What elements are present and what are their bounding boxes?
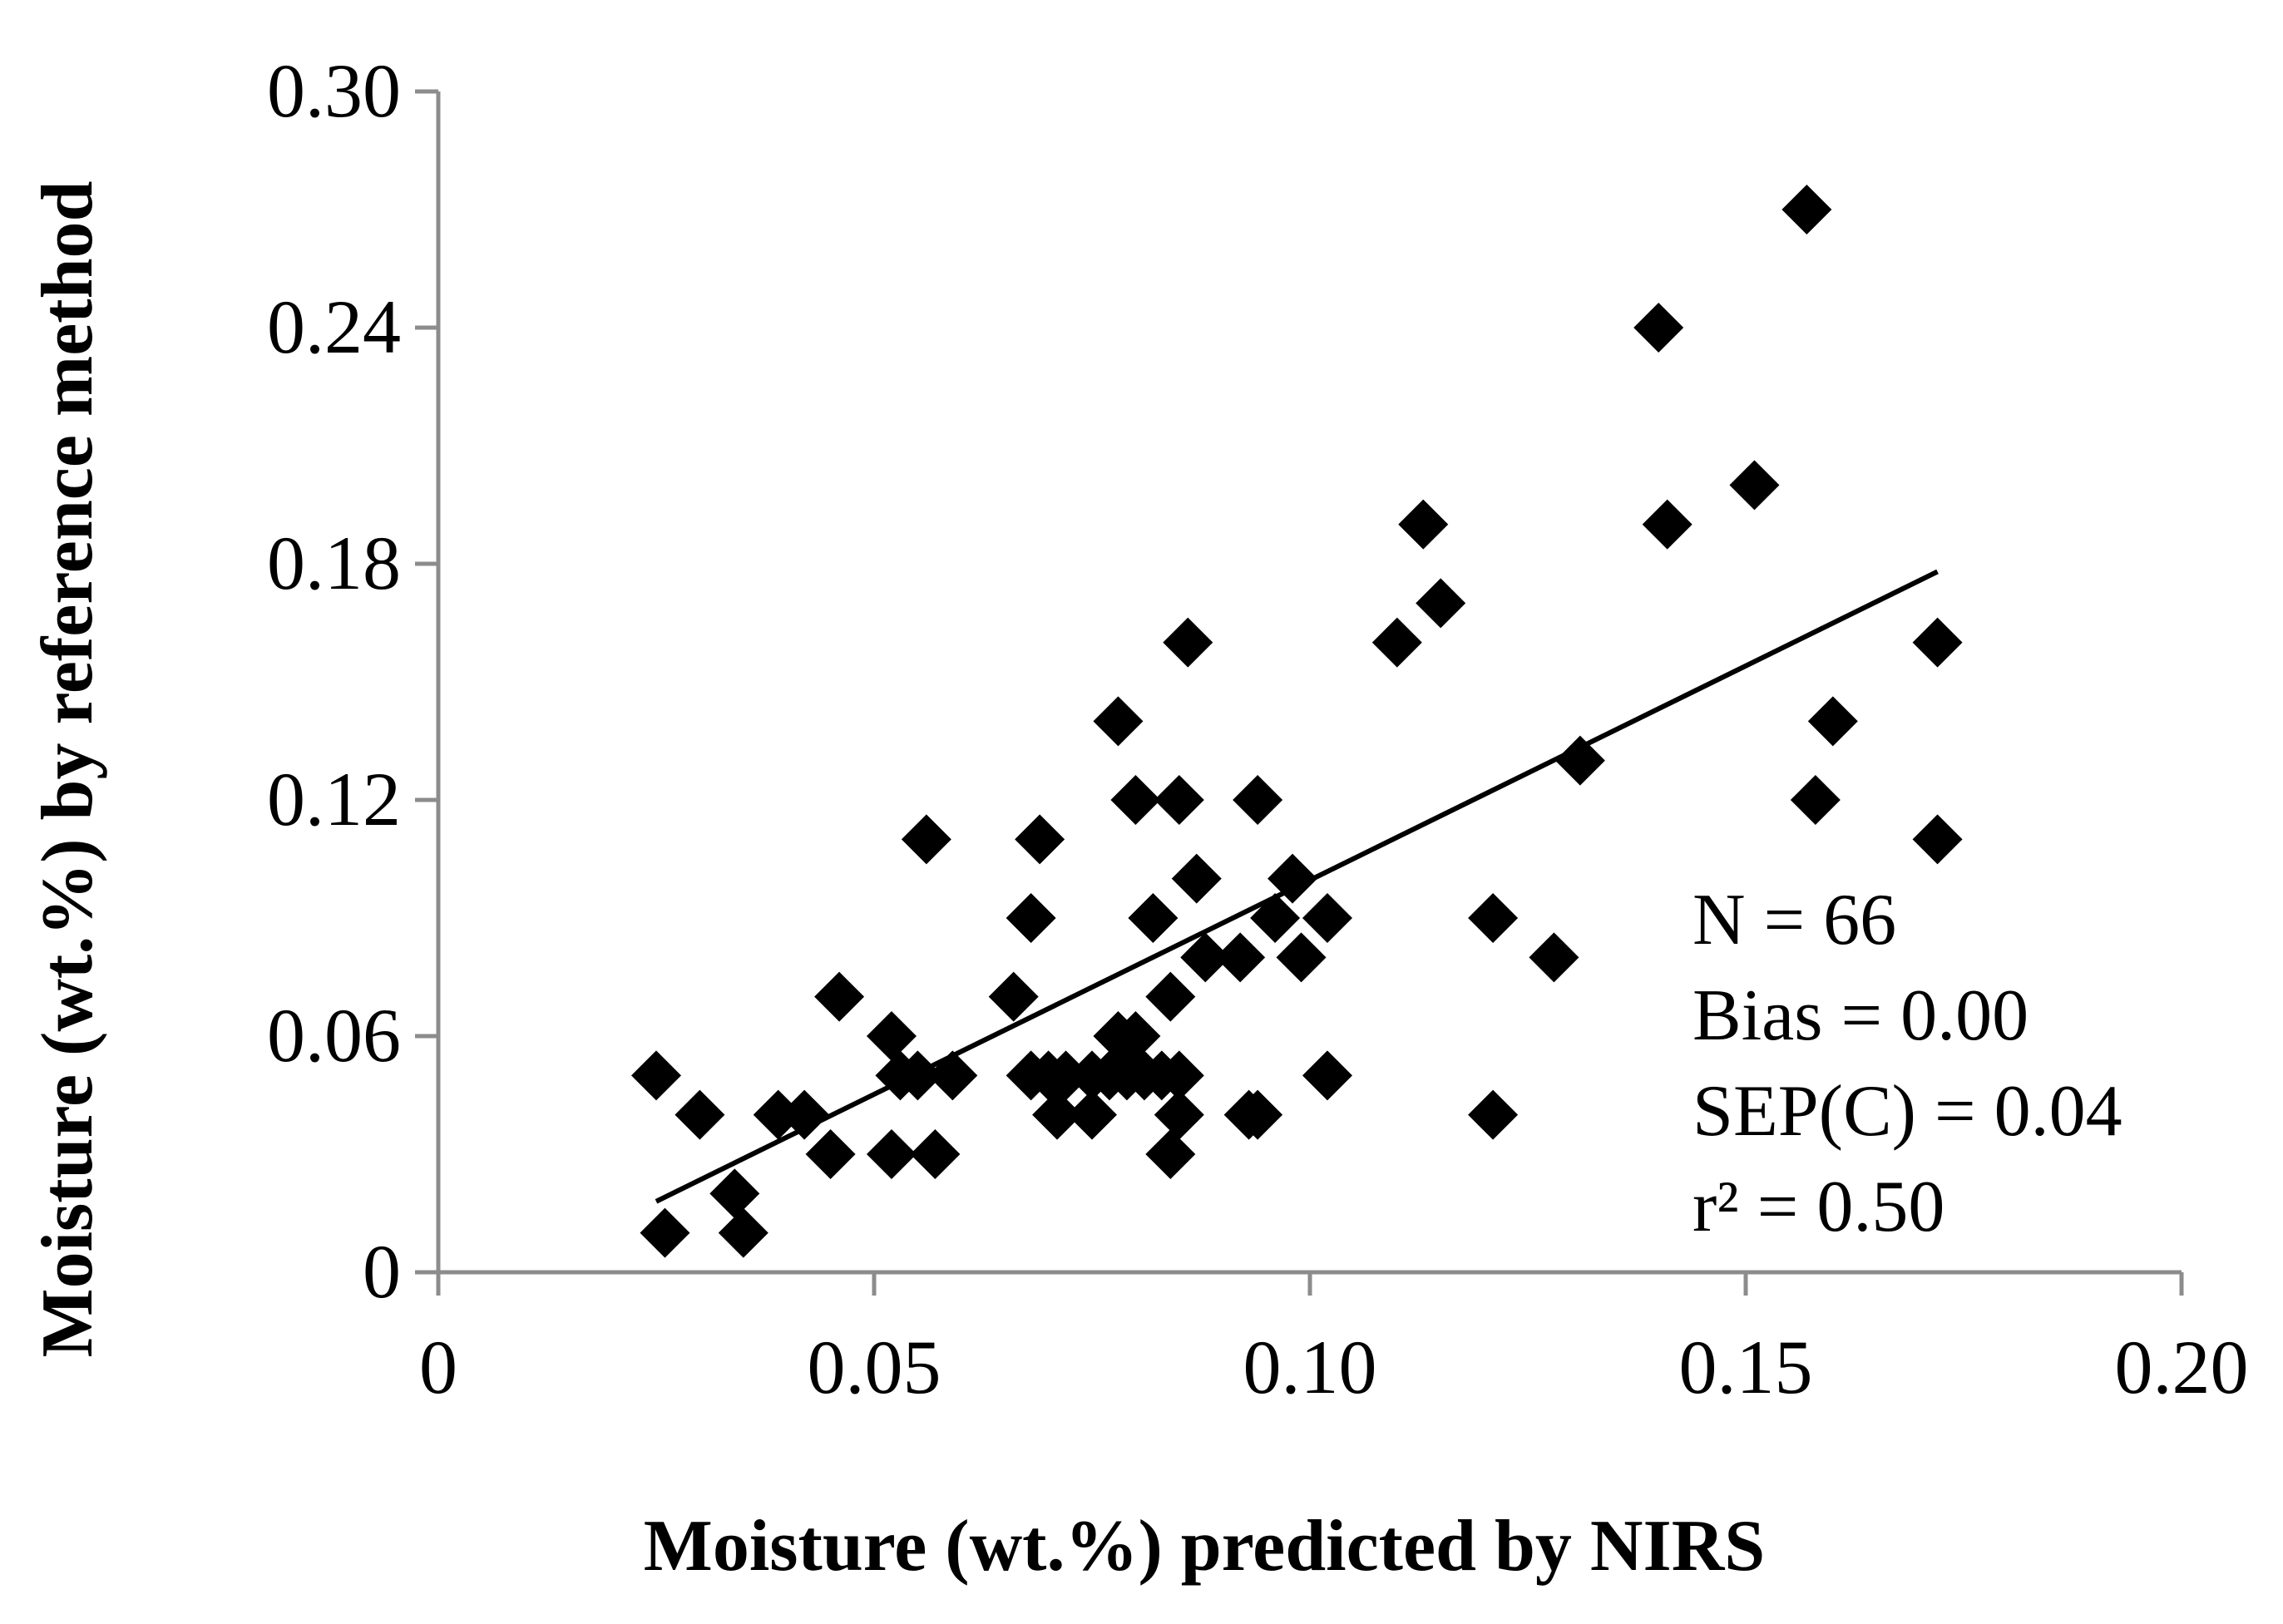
- data-point: [1145, 1129, 1196, 1179]
- data-point: [1154, 1089, 1204, 1140]
- data-point: [1268, 853, 1318, 904]
- stat-n: N = 66: [1692, 880, 1896, 960]
- data-point: [709, 1168, 760, 1219]
- data-point: [1468, 893, 1519, 943]
- data-point: [1032, 1089, 1083, 1140]
- y-tick-label: 0.24: [267, 284, 401, 369]
- data-point: [1633, 303, 1684, 353]
- x-tick-label: 0: [419, 1325, 457, 1409]
- data-point: [1790, 775, 1841, 825]
- data-point: [866, 1011, 917, 1061]
- data-point: [1180, 932, 1231, 983]
- y-tick-label: 0.30: [267, 48, 401, 133]
- data-point: [753, 1089, 803, 1140]
- data-point: [805, 1129, 856, 1179]
- stat-bias: Bias = 0.00: [1692, 975, 2029, 1056]
- data-point: [910, 1129, 961, 1179]
- data-point: [1468, 1089, 1519, 1140]
- data-point: [1093, 696, 1144, 747]
- data-point: [1015, 814, 1065, 865]
- data-point: [1223, 1089, 1274, 1140]
- data-point: [1302, 893, 1352, 943]
- data-point: [1529, 932, 1579, 983]
- x-tick-label: 0.10: [1243, 1325, 1377, 1409]
- stat-sep: SEP(C) = 0.04: [1692, 1071, 2122, 1152]
- stat-r2: r² = 0.50: [1692, 1167, 1945, 1247]
- data-point: [988, 971, 1039, 1022]
- data-point: [1912, 617, 1963, 668]
- data-point: [640, 1207, 690, 1258]
- data-point: [1154, 1050, 1204, 1101]
- data-point: [1642, 499, 1692, 550]
- data-point: [1163, 617, 1213, 668]
- y-tick-label: 0: [363, 1229, 401, 1314]
- data-point: [1110, 1011, 1161, 1061]
- data-point: [814, 971, 865, 1022]
- data-point: [1110, 775, 1161, 825]
- data-point: [1006, 893, 1056, 943]
- data-point: [1781, 185, 1832, 234]
- data-point: [1145, 971, 1196, 1022]
- data-point: [1416, 578, 1466, 629]
- data-point: [1302, 1050, 1352, 1101]
- data-point: [631, 1050, 681, 1101]
- data-point: [779, 1089, 830, 1140]
- data-point: [1807, 696, 1858, 747]
- data-point: [1729, 460, 1780, 511]
- data-point: [1067, 1089, 1117, 1140]
- data-point: [866, 1129, 917, 1179]
- data-point: [1912, 814, 1963, 865]
- data-point: [675, 1089, 725, 1140]
- x-tick-label: 0.15: [1679, 1325, 1813, 1409]
- data-point: [718, 1207, 768, 1258]
- trendline: [655, 569, 1939, 1204]
- data-point: [1154, 775, 1204, 825]
- data-point: [1171, 853, 1222, 904]
- y-tick-label: 0.12: [267, 757, 401, 842]
- data-point: [1554, 735, 1605, 786]
- statistics-annotation: N = 66 Bias = 0.00 SEP(C) = 0.04 r² = 0.…: [1692, 880, 2122, 1247]
- data-point: [1233, 775, 1283, 825]
- data-point: [1398, 499, 1449, 550]
- data-point: [1040, 1050, 1091, 1101]
- x-axis: 0 0.05 0.10 0.15 0.20: [419, 1270, 2249, 1409]
- y-tick-label: 0.06: [267, 993, 401, 1078]
- y-axis-title: Moisture (wt.%) by reference method: [27, 181, 108, 1358]
- data-point: [901, 814, 951, 865]
- y-axis: 0 0.06 0.12 0.18 0.24 0.30: [267, 48, 441, 1314]
- y-tick-label: 0.18: [267, 521, 401, 605]
- data-point: [1371, 617, 1422, 668]
- data-point: [1276, 932, 1327, 983]
- data-point: [1215, 932, 1266, 983]
- x-axis-title: Moisture (wt.%) predicted by NIRS: [644, 1506, 1765, 1587]
- data-point: [1128, 893, 1179, 943]
- x-tick-label: 0.20: [2115, 1325, 2249, 1409]
- x-tick-label: 0.05: [808, 1325, 941, 1409]
